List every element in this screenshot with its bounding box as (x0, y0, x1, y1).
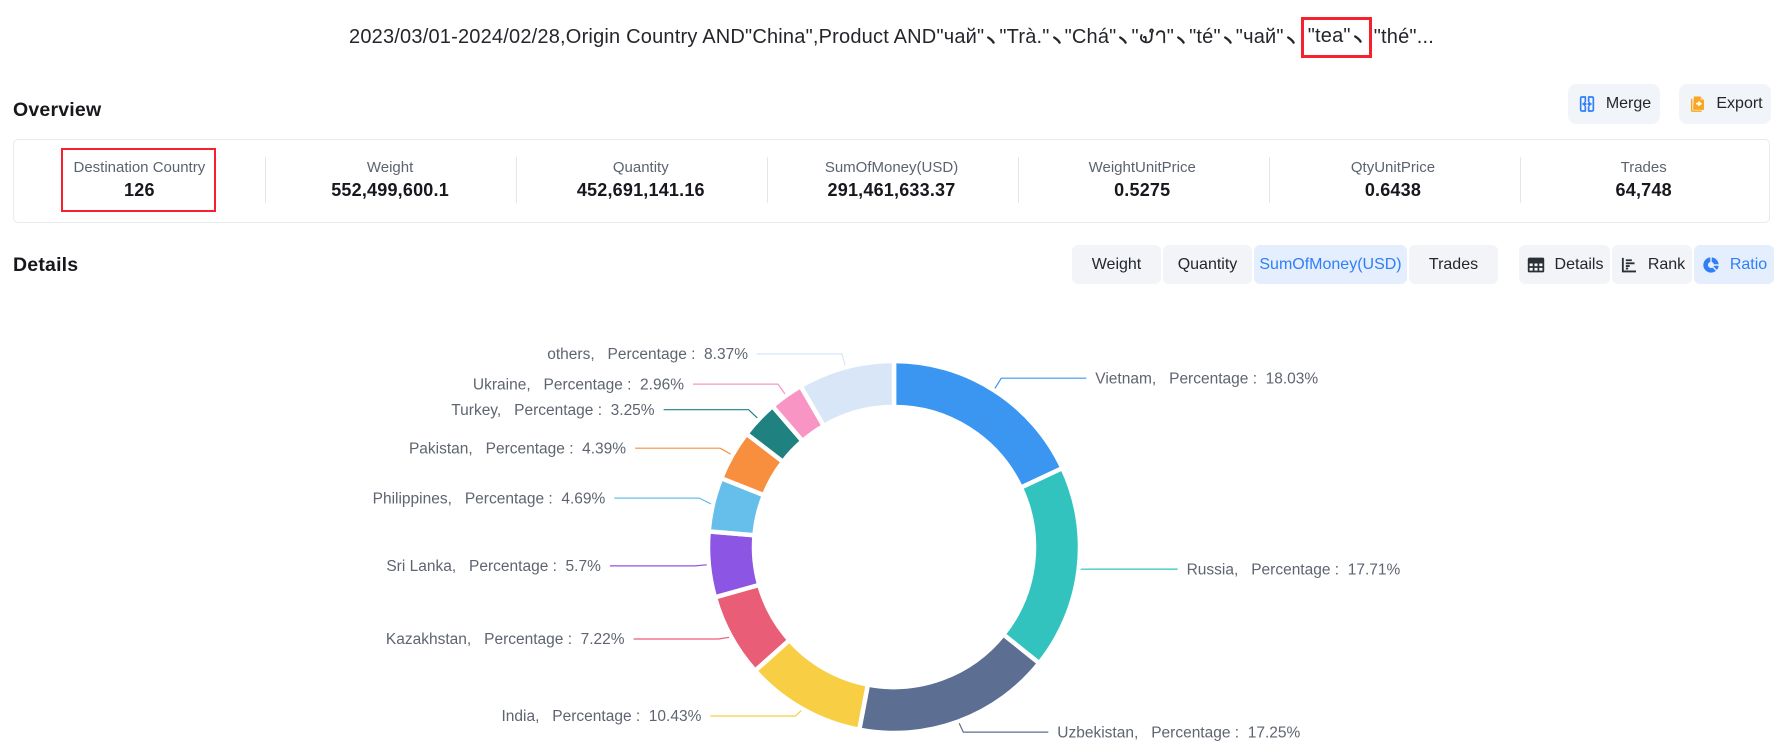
svg-text:Turkey, Percentage : 3.25%: Turkey, Percentage : 3.25% (451, 402, 655, 419)
svg-text:Pakistan, Percentage : 4.39: Pakistan, Percentage : 4.39% (409, 440, 626, 457)
svg-text:Uzbekistan, Percentage : 17: Uzbekistan, Percentage : 17.25% (1057, 724, 1300, 741)
svg-text:others, Percentage : 8.37%: others, Percentage : 8.37% (547, 346, 748, 363)
svg-text:Russia, Percentage : 17.71%: Russia, Percentage : 17.71% (1187, 561, 1401, 578)
svg-text:Vietnam, Percentage : 18.03: Vietnam, Percentage : 18.03% (1095, 370, 1318, 387)
svg-text:Ukraine, Percentage : 2.96%: Ukraine, Percentage : 2.96% (473, 376, 684, 393)
svg-text:Kazakhstan, Percentage : 7.: Kazakhstan, Percentage : 7.22% (386, 631, 625, 648)
svg-text:Philippines, Percentage : 4: Philippines, Percentage : 4.69% (373, 490, 606, 507)
svg-text:India, Percentage : 10.43%: India, Percentage : 10.43% (501, 708, 701, 725)
svg-text:Sri Lanka, Percentage : 5.7: Sri Lanka, Percentage : 5.7% (386, 558, 601, 575)
